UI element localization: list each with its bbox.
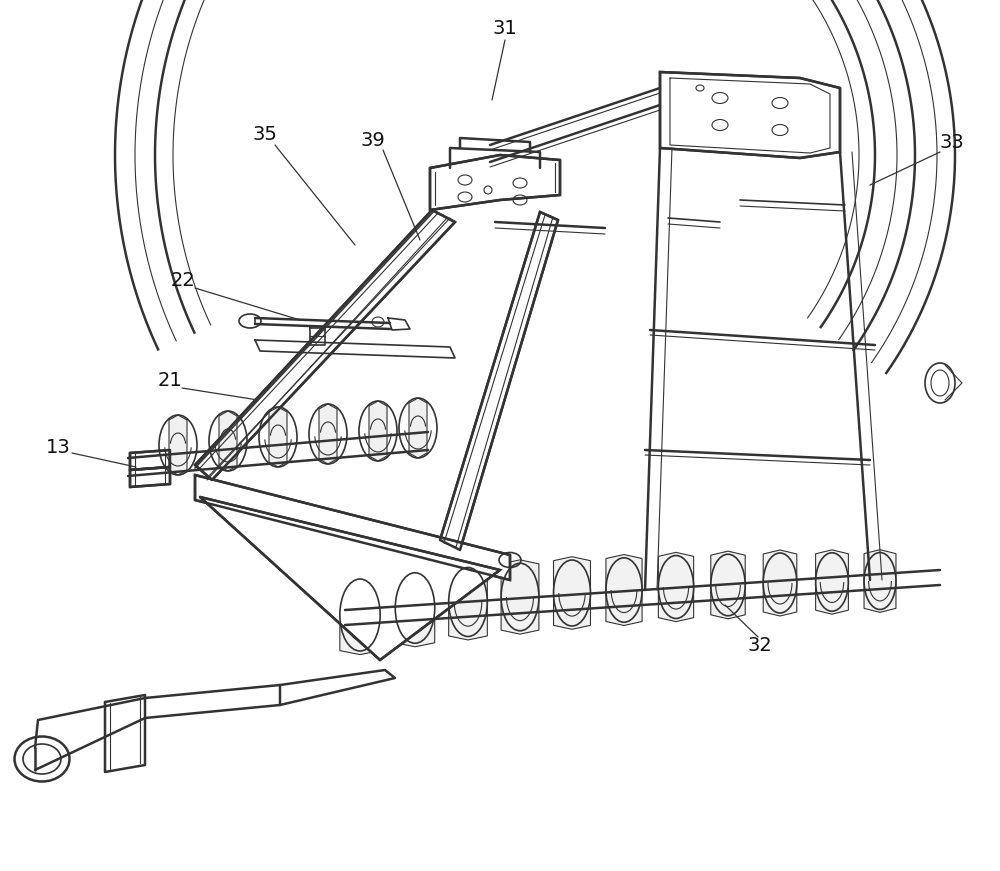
- Polygon shape: [369, 401, 387, 461]
- Polygon shape: [195, 210, 455, 480]
- Polygon shape: [430, 155, 560, 210]
- Text: 39: 39: [361, 131, 385, 150]
- Polygon shape: [169, 415, 187, 475]
- Polygon shape: [606, 555, 642, 625]
- Polygon shape: [269, 407, 287, 467]
- Polygon shape: [409, 398, 427, 458]
- Polygon shape: [711, 551, 745, 618]
- Polygon shape: [658, 552, 694, 622]
- Text: 35: 35: [253, 125, 277, 145]
- Polygon shape: [130, 450, 170, 470]
- Polygon shape: [200, 497, 500, 660]
- Polygon shape: [449, 564, 487, 640]
- Text: 33: 33: [940, 132, 964, 152]
- Polygon shape: [219, 411, 237, 471]
- Polygon shape: [816, 550, 848, 614]
- Text: 22: 22: [171, 271, 195, 289]
- Polygon shape: [130, 467, 170, 487]
- Polygon shape: [195, 475, 510, 580]
- Text: 31: 31: [493, 18, 517, 37]
- Polygon shape: [660, 72, 840, 158]
- Polygon shape: [395, 570, 435, 647]
- Polygon shape: [340, 576, 380, 655]
- Polygon shape: [501, 560, 539, 634]
- Text: 32: 32: [748, 636, 772, 654]
- Polygon shape: [864, 550, 896, 612]
- Polygon shape: [440, 212, 558, 550]
- Text: 13: 13: [46, 437, 70, 456]
- Polygon shape: [319, 404, 337, 464]
- Polygon shape: [554, 557, 590, 630]
- Text: 21: 21: [158, 370, 182, 389]
- Polygon shape: [763, 550, 797, 616]
